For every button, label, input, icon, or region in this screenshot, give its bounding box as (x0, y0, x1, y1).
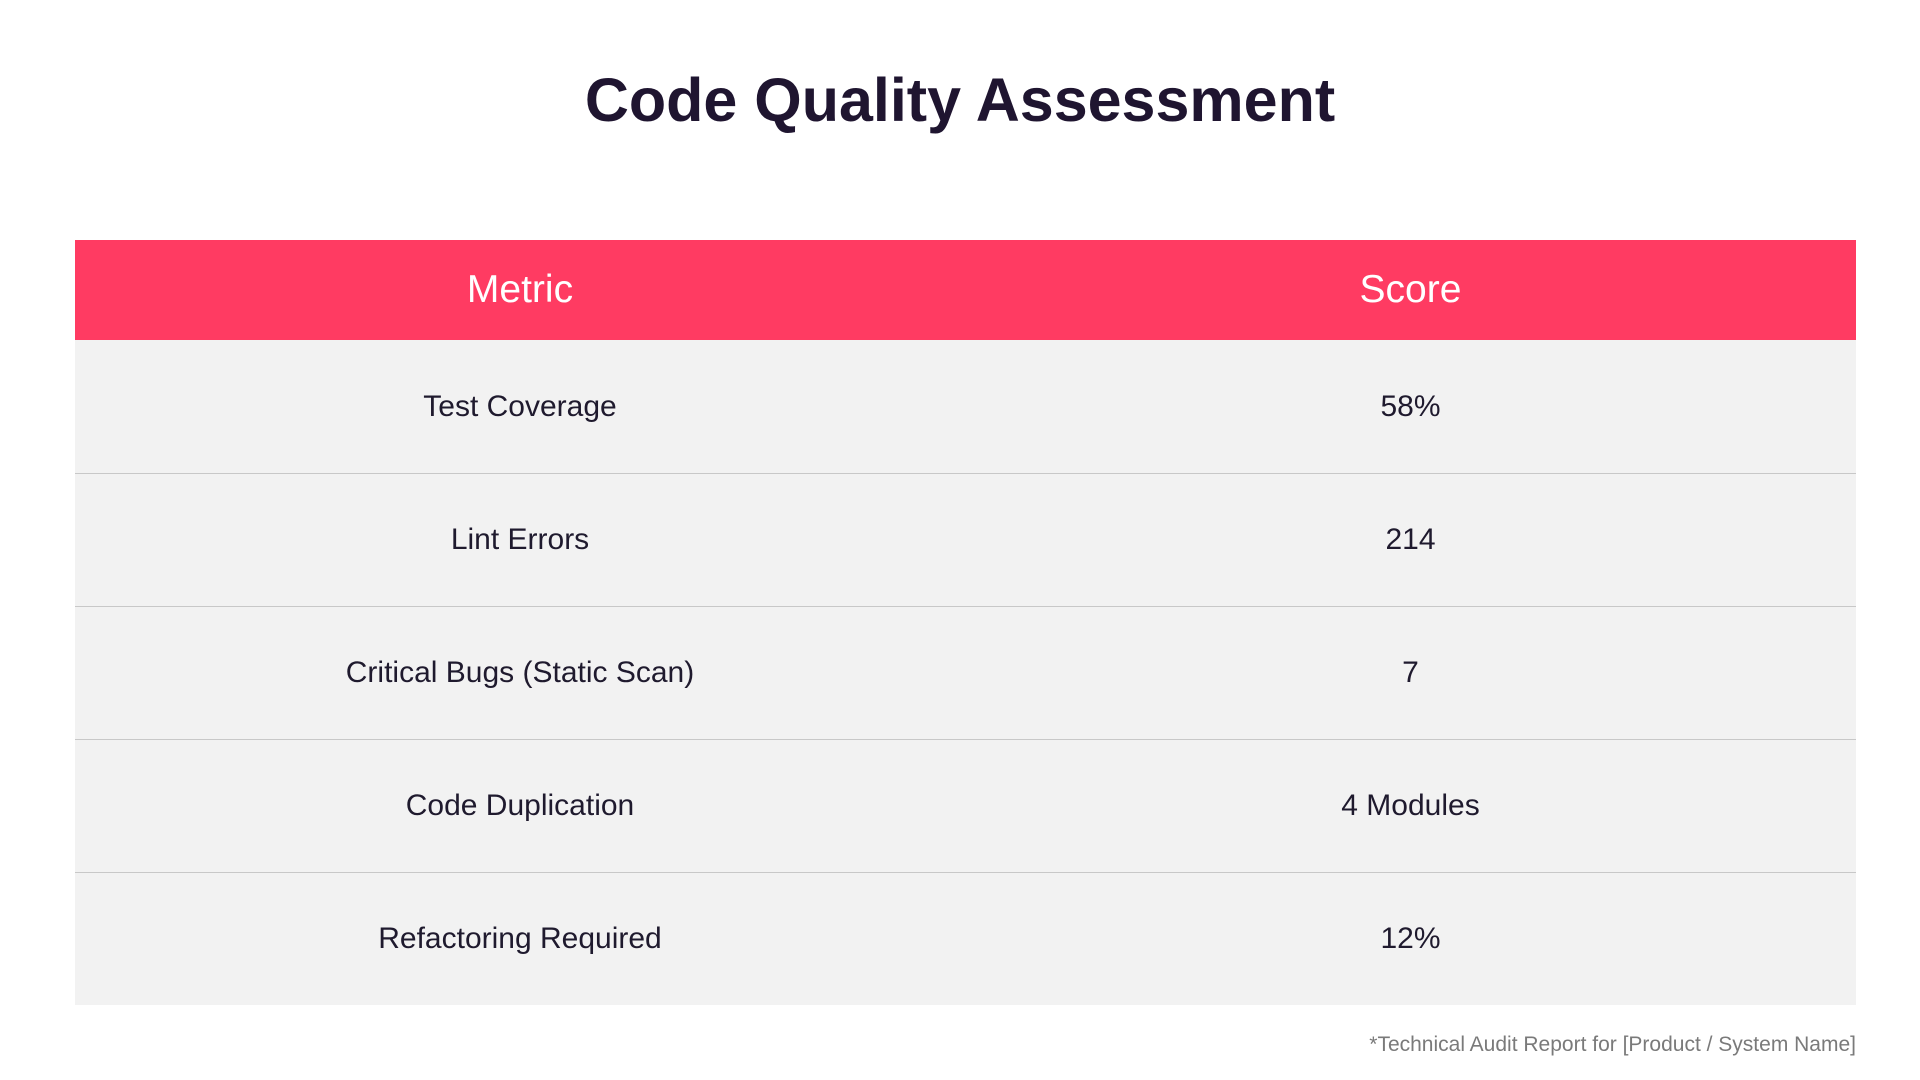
metric-cell: Lint Errors (450, 523, 590, 556)
table-row: Refactoring Required 12% (75, 872, 1856, 1005)
table-header: Metric Score (75, 240, 1856, 340)
metric-cell: Code Duplication (405, 789, 635, 822)
footnote: *Technical Audit Report for [Product / S… (1369, 1033, 1856, 1056)
metrics-table: Metric Score Test Coverage 58% Lint Erro… (75, 240, 1856, 1005)
page-title: Code Quality Assessment (584, 66, 1336, 134)
table-body: Test Coverage 58% Lint Errors 214 Critic… (75, 340, 1856, 1005)
column-header-metric: Metric (466, 268, 574, 311)
table-row: Test Coverage 58% (75, 340, 1856, 473)
table-row: Code Duplication 4 Modules (75, 739, 1856, 872)
metric-cell: Critical Bugs (Static Scan) (345, 656, 695, 689)
score-cell: 214 (1385, 523, 1436, 556)
score-cell: 4 Modules (1341, 789, 1480, 822)
table-row: Critical Bugs (Static Scan) 7 (75, 606, 1856, 739)
column-header-score: Score (1359, 268, 1462, 311)
score-cell: 7 (1402, 656, 1419, 689)
score-cell: 12% (1380, 922, 1441, 955)
metric-cell: Test Coverage (423, 389, 617, 423)
table-row: Lint Errors 214 (75, 473, 1856, 606)
score-cell: 58% (1380, 389, 1441, 423)
metric-cell: Refactoring Required (378, 922, 662, 955)
